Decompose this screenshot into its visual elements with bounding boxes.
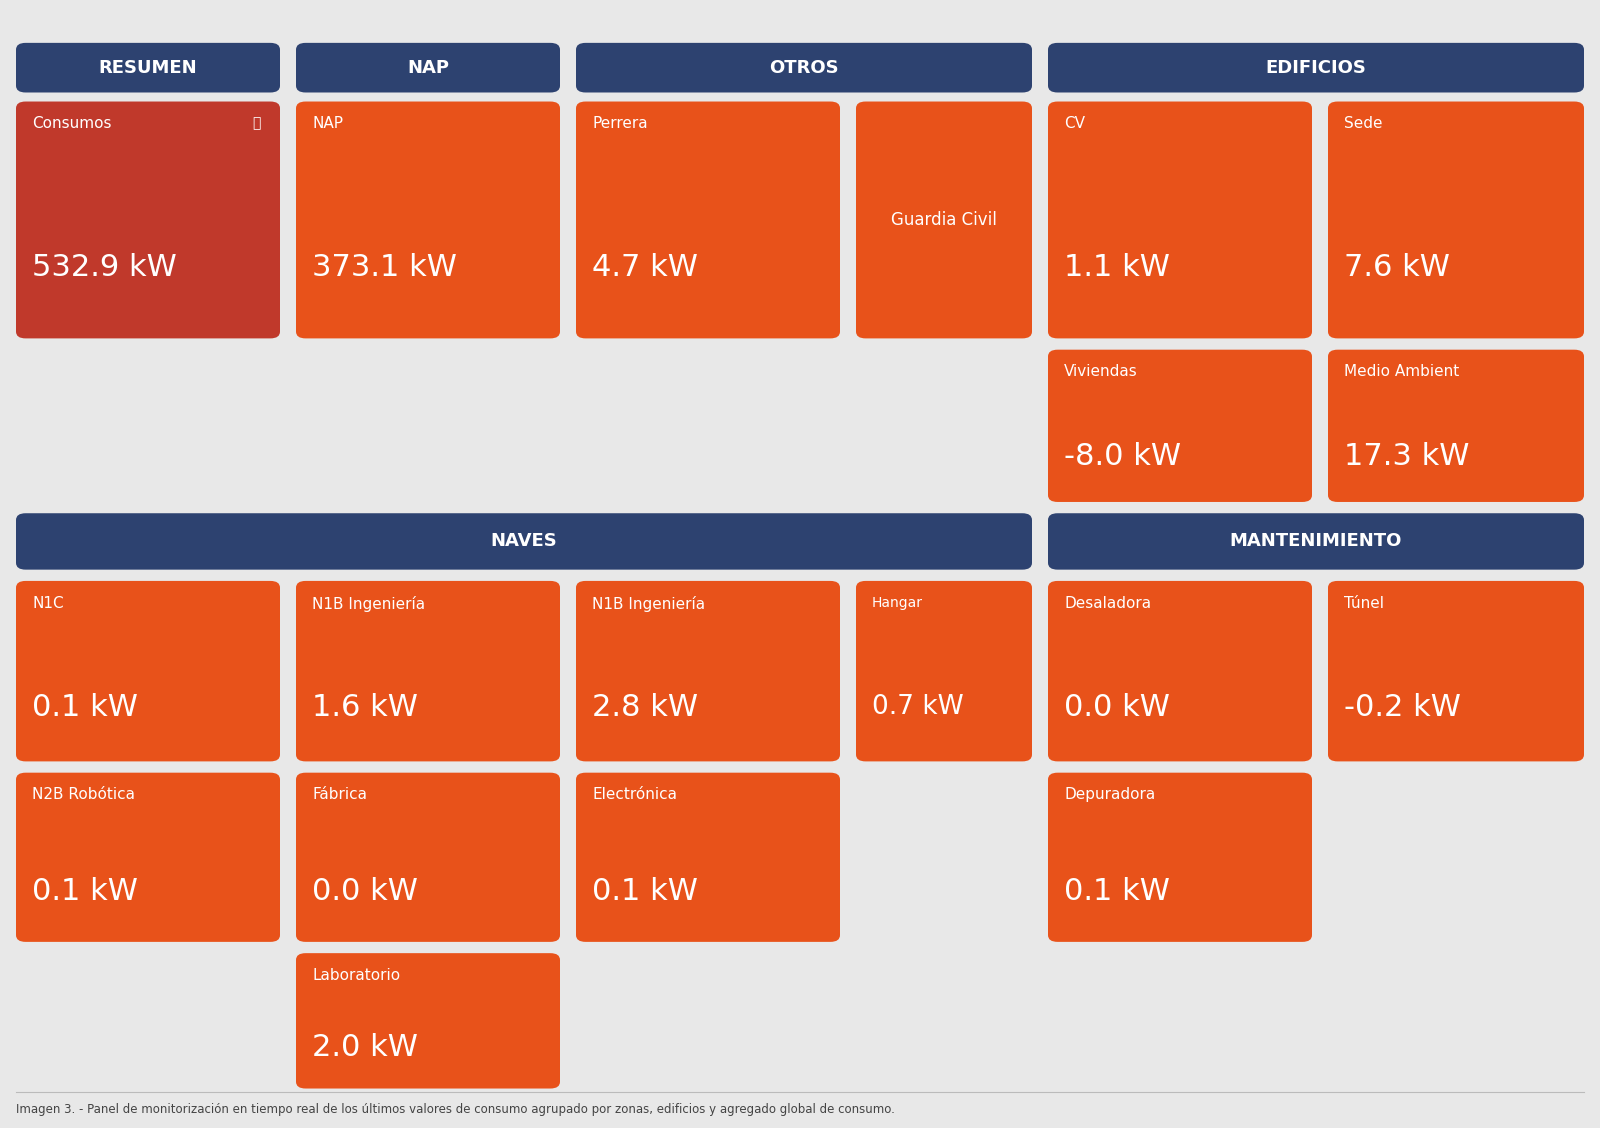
- Text: Fábrica: Fábrica: [312, 787, 366, 802]
- Text: Perrera: Perrera: [592, 116, 648, 131]
- Text: Viviendas: Viviendas: [1064, 364, 1138, 379]
- Text: Imagen 3. - Panel de monitorización en tiempo real de los últimos valores de con: Imagen 3. - Panel de monitorización en t…: [16, 1103, 894, 1117]
- Text: 0.1 kW: 0.1 kW: [1064, 876, 1170, 906]
- FancyBboxPatch shape: [16, 581, 280, 761]
- FancyBboxPatch shape: [16, 102, 280, 338]
- Text: EDIFICIOS: EDIFICIOS: [1266, 59, 1366, 77]
- FancyBboxPatch shape: [16, 773, 280, 942]
- Text: 2.8 kW: 2.8 kW: [592, 693, 698, 722]
- FancyBboxPatch shape: [1328, 581, 1584, 761]
- Text: 1.6 kW: 1.6 kW: [312, 693, 418, 722]
- FancyBboxPatch shape: [856, 581, 1032, 761]
- Text: 1.1 kW: 1.1 kW: [1064, 253, 1170, 282]
- FancyBboxPatch shape: [296, 773, 560, 942]
- Text: NAP: NAP: [312, 116, 342, 131]
- FancyBboxPatch shape: [296, 953, 560, 1089]
- Text: MANTENIMIENTO: MANTENIMIENTO: [1230, 532, 1402, 550]
- FancyBboxPatch shape: [576, 581, 840, 761]
- Text: 0.0 kW: 0.0 kW: [1064, 693, 1170, 722]
- Text: Depuradora: Depuradora: [1064, 787, 1155, 802]
- Text: Sede: Sede: [1344, 116, 1382, 131]
- FancyBboxPatch shape: [296, 581, 560, 761]
- Text: Guardia Civil: Guardia Civil: [891, 211, 997, 229]
- Text: N1C: N1C: [32, 596, 64, 610]
- Text: 532.9 kW: 532.9 kW: [32, 253, 176, 282]
- Text: 4.7 kW: 4.7 kW: [592, 253, 698, 282]
- Text: Hangar: Hangar: [872, 596, 923, 609]
- FancyBboxPatch shape: [1048, 513, 1584, 570]
- Text: 0.1 kW: 0.1 kW: [592, 876, 698, 906]
- Text: 0.1 kW: 0.1 kW: [32, 876, 138, 906]
- Text: 17.3 kW: 17.3 kW: [1344, 442, 1469, 470]
- FancyBboxPatch shape: [576, 773, 840, 942]
- Text: N2B Robótica: N2B Robótica: [32, 787, 134, 802]
- FancyBboxPatch shape: [296, 43, 560, 92]
- Text: OTROS: OTROS: [770, 59, 838, 77]
- FancyBboxPatch shape: [576, 43, 1032, 92]
- Text: 0.7 kW: 0.7 kW: [872, 694, 963, 721]
- FancyBboxPatch shape: [1328, 102, 1584, 338]
- Text: -0.2 kW: -0.2 kW: [1344, 693, 1461, 722]
- Text: 7.6 kW: 7.6 kW: [1344, 253, 1450, 282]
- Text: Consumos: Consumos: [32, 116, 112, 131]
- FancyBboxPatch shape: [16, 43, 280, 92]
- Text: NAP: NAP: [406, 59, 450, 77]
- FancyBboxPatch shape: [1048, 581, 1312, 761]
- Text: Desaladora: Desaladora: [1064, 596, 1150, 610]
- Text: RESUMEN: RESUMEN: [99, 59, 197, 77]
- Text: 2.0 kW: 2.0 kW: [312, 1033, 418, 1063]
- Text: 0.0 kW: 0.0 kW: [312, 876, 418, 906]
- Text: ⓘ: ⓘ: [253, 116, 261, 130]
- Text: N1B Ingeniería: N1B Ingeniería: [312, 596, 426, 611]
- FancyBboxPatch shape: [1328, 350, 1584, 502]
- Text: Electrónica: Electrónica: [592, 787, 677, 802]
- Text: 0.1 kW: 0.1 kW: [32, 693, 138, 722]
- FancyBboxPatch shape: [16, 513, 1032, 570]
- Text: -8.0 kW: -8.0 kW: [1064, 442, 1181, 470]
- Text: Laboratorio: Laboratorio: [312, 968, 400, 982]
- FancyBboxPatch shape: [296, 102, 560, 338]
- FancyBboxPatch shape: [576, 102, 840, 338]
- Text: 373.1 kW: 373.1 kW: [312, 253, 458, 282]
- Text: NAVES: NAVES: [491, 532, 557, 550]
- FancyBboxPatch shape: [856, 102, 1032, 338]
- Text: Túnel: Túnel: [1344, 596, 1384, 610]
- FancyBboxPatch shape: [1048, 102, 1312, 338]
- Text: Medio Ambient: Medio Ambient: [1344, 364, 1459, 379]
- FancyBboxPatch shape: [1048, 773, 1312, 942]
- Text: N1B Ingeniería: N1B Ingeniería: [592, 596, 706, 611]
- Text: CV: CV: [1064, 116, 1085, 131]
- FancyBboxPatch shape: [1048, 43, 1584, 92]
- FancyBboxPatch shape: [1048, 350, 1312, 502]
